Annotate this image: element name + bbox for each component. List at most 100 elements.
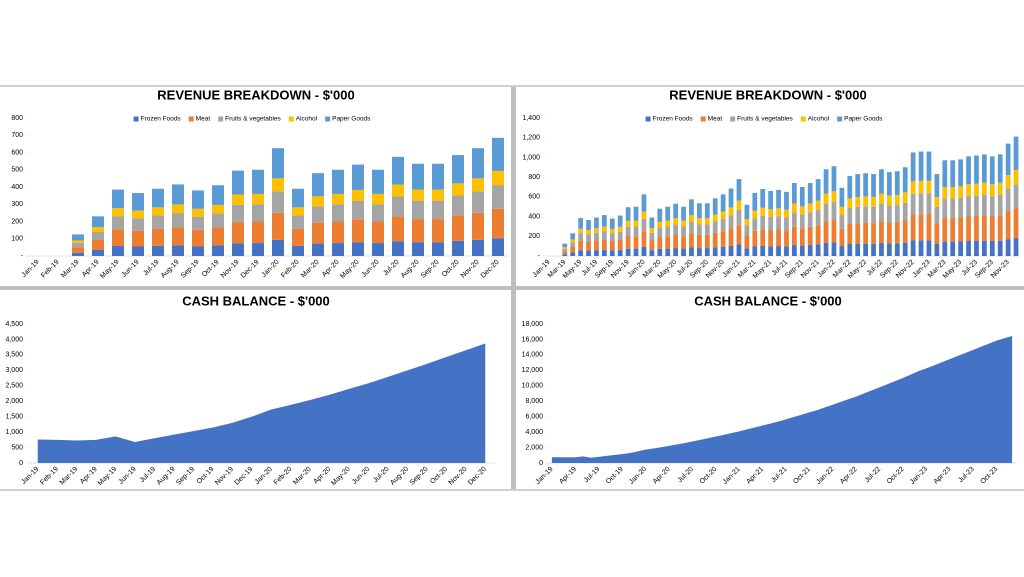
bar-segment <box>633 220 639 227</box>
bar-segment <box>232 243 244 256</box>
bar-segment <box>792 212 797 227</box>
bar-segment <box>918 240 924 256</box>
bar-segment <box>649 228 655 233</box>
bar-segment <box>855 223 861 244</box>
bar-segment <box>871 223 876 244</box>
bar-segment <box>392 156 404 185</box>
bar-segment <box>641 246 647 256</box>
bar-segment <box>966 196 971 217</box>
bar-segment <box>633 206 639 221</box>
bar-segment <box>926 180 932 194</box>
bar-segment <box>292 228 304 246</box>
bar-segment <box>578 218 583 229</box>
bar-segment <box>673 248 678 256</box>
bar-segment <box>352 189 364 201</box>
bar-segment <box>625 220 631 227</box>
bar-segment <box>452 155 464 184</box>
bar-segment <box>879 242 884 256</box>
bar-segment <box>212 185 224 205</box>
bar-segment <box>649 232 655 241</box>
bar-segment <box>831 202 837 221</box>
bar-segment <box>657 227 663 238</box>
bar-segment <box>673 235 678 249</box>
bar-segment <box>910 152 916 182</box>
bar-segment <box>312 222 324 244</box>
bar-segment <box>831 166 837 192</box>
bar-segment <box>472 178 484 192</box>
bar-segment <box>352 164 364 190</box>
bar-segment <box>712 232 718 248</box>
bar-segment <box>689 221 694 234</box>
bar-segment <box>152 245 164 256</box>
bar-segment <box>132 230 144 247</box>
bar-segment <box>272 178 284 192</box>
bar-segment <box>926 193 932 215</box>
bar-segment <box>617 239 623 250</box>
bar-segment <box>586 220 591 231</box>
chart-title: CASH BALANCE - $'000 <box>694 293 842 308</box>
bar-segment <box>372 204 384 222</box>
bar-segment <box>728 207 734 216</box>
bar-segment <box>212 213 224 228</box>
bar-segment <box>823 203 829 222</box>
bar-segment <box>966 156 971 185</box>
bar-segment <box>974 155 979 184</box>
bar-segment <box>562 247 568 249</box>
bar-segment <box>232 221 244 244</box>
y-tick-label: 1,000 <box>522 154 540 161</box>
bar-segment <box>602 231 607 240</box>
legend-label: Meat <box>708 116 723 123</box>
bar-segment <box>1013 208 1019 239</box>
bar-segment <box>152 215 164 229</box>
bar-segment <box>312 196 324 207</box>
legend-swatch <box>645 116 651 122</box>
bar-segment <box>792 226 797 246</box>
bar-segment <box>752 230 758 247</box>
bar-segment <box>352 219 364 243</box>
bar-segment <box>855 174 861 197</box>
bar-segment <box>112 208 124 217</box>
bar-segment <box>894 171 900 195</box>
bar-segment <box>894 205 900 223</box>
bar-segment <box>172 213 184 228</box>
legend-label: Fruits & vegetables <box>737 116 793 123</box>
bar-segment <box>292 215 304 229</box>
bar-segment <box>92 249 104 256</box>
bar-segment <box>942 187 948 199</box>
bar-segment <box>562 251 568 255</box>
bar-segment <box>926 151 932 181</box>
legend-label: Fruits & vegetables <box>225 116 281 123</box>
horizontal-divider <box>0 286 1024 290</box>
bar-segment <box>768 190 773 210</box>
bar-segment <box>982 182 987 195</box>
top-border <box>0 85 1024 87</box>
bar-segment <box>784 191 789 210</box>
bar-segment <box>586 250 591 256</box>
area <box>551 335 1013 463</box>
bar-segment <box>392 184 404 197</box>
bar-segment <box>728 245 734 256</box>
bar-segment <box>768 216 773 230</box>
bar-segment <box>760 245 766 256</box>
bar-segment <box>372 193 384 205</box>
bar-segment <box>570 239 576 243</box>
bar-segment <box>312 243 324 256</box>
bar-segment <box>452 195 464 216</box>
bar-segment <box>712 198 718 215</box>
bar-segment <box>649 240 655 251</box>
bar-segment <box>617 249 623 256</box>
y-tick-label: 6,000 <box>525 414 543 421</box>
bar-segment <box>192 246 204 256</box>
bar-segment <box>744 204 750 220</box>
bar-segment <box>799 214 805 229</box>
y-tick-label: 8,000 <box>525 398 543 405</box>
bar-segment <box>902 167 908 193</box>
bar-segment <box>942 241 948 256</box>
bar-segment <box>625 226 631 237</box>
bar-segment <box>768 246 773 256</box>
bar-segment <box>728 228 734 246</box>
bar-segment <box>760 229 766 246</box>
bar-segment <box>594 240 599 251</box>
bar-segment <box>799 228 805 246</box>
bar-segment <box>815 209 821 226</box>
